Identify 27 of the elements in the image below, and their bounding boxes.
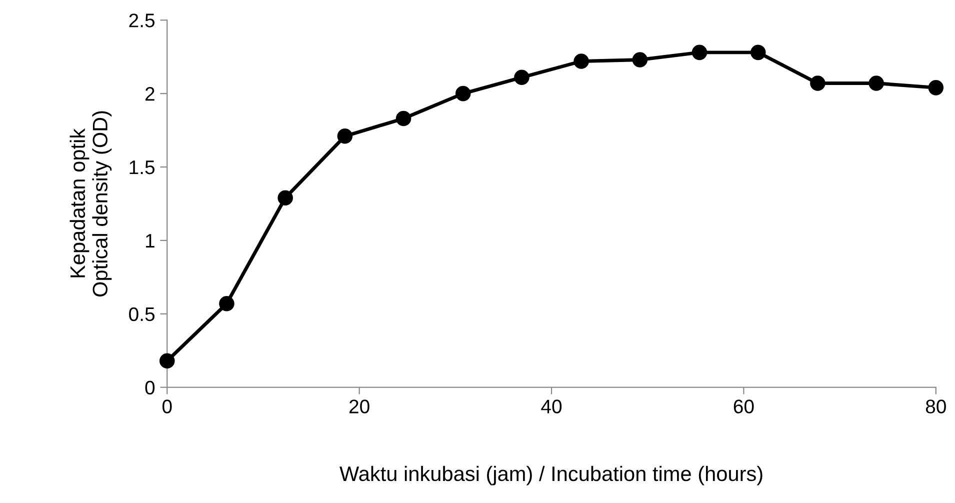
x-tick-label: 80 [926,400,946,414]
y-tick-label: 1 [146,234,154,248]
x-tick-label: 20 [349,400,370,414]
point [455,86,471,102]
x-tick-label: 0 [162,400,172,414]
point [810,76,826,91]
point [337,128,353,144]
y-tick-label: 0.5 [129,307,155,322]
point [632,52,648,68]
y-axis-title: Kepadatan optik Optical density (OD) [70,111,112,296]
point [514,70,530,86]
point [692,44,708,60]
y-tick-label: 0 [145,380,155,395]
point [278,190,293,206]
point [159,353,175,369]
point [750,44,766,60]
x-axis-title: Waktu inkubasi (jam) / Incubation time (hours) [340,466,762,486]
point [868,76,884,91]
point [219,296,234,312]
x-tick-label: 60 [734,400,754,414]
y-tick-label: 1.5 [130,160,155,174]
point [574,54,589,69]
point [928,80,944,96]
y-tick-label: 2 [145,87,154,101]
x-tick-label: 40 [541,400,562,414]
y-tick-label: 2.5 [129,14,155,28]
point [396,110,412,126]
